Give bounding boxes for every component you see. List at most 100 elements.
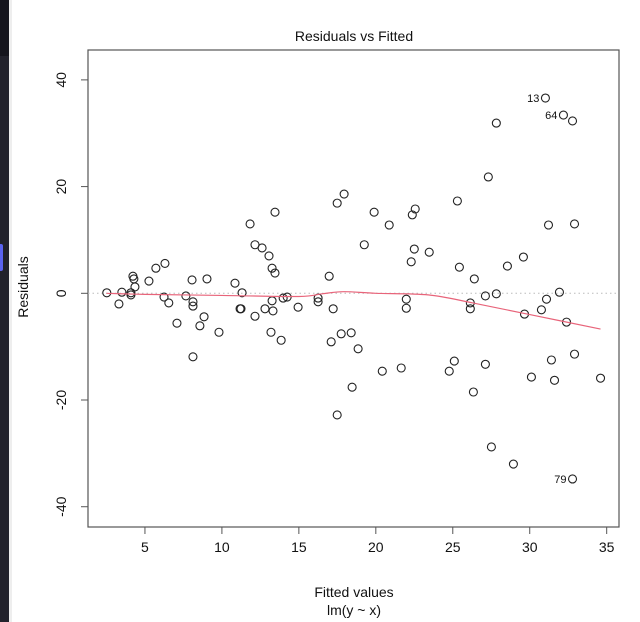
residual-point (159, 292, 169, 302)
residual-point (336, 329, 346, 339)
residual-point (293, 302, 303, 312)
residual-point (130, 282, 140, 292)
residual-point (569, 349, 580, 359)
residual-point (199, 312, 209, 322)
residual-point (172, 318, 182, 328)
residual-point (267, 296, 277, 306)
residual-point (278, 293, 288, 303)
residual-point (270, 207, 280, 217)
residual-point (569, 219, 580, 229)
residual-point (406, 257, 416, 267)
residual-point (401, 294, 411, 304)
residual-point (595, 373, 606, 383)
residual-point (144, 276, 154, 286)
residual-point (369, 207, 379, 217)
residual-point (410, 204, 420, 214)
residual-point (202, 274, 212, 284)
y-tick-label: 0 (53, 289, 69, 297)
residual-point (257, 243, 267, 253)
residual-point (359, 240, 369, 250)
residual-point (526, 372, 536, 382)
residual-point (558, 110, 568, 120)
residual-point (491, 118, 501, 128)
chart-title: Residuals vs Fitted (295, 28, 413, 44)
residual-point (346, 328, 356, 338)
y-tick-label: 20 (53, 179, 69, 195)
residual-point (126, 290, 136, 300)
residual-point (377, 366, 387, 376)
y-tick-label: -20 (53, 390, 69, 410)
residual-point (188, 297, 198, 307)
residual-point (469, 274, 479, 284)
residual-point (326, 337, 336, 347)
residual-point (401, 303, 411, 313)
residual-point (181, 291, 191, 301)
residual-point (353, 344, 363, 354)
x-tick-label: 30 (522, 539, 538, 555)
residual-point (465, 304, 475, 314)
residual-point (536, 305, 546, 315)
smooth-trend-line (106, 291, 601, 330)
residual-point (554, 287, 564, 297)
residual-point (260, 304, 270, 314)
residual-point (396, 363, 406, 373)
residual-point (324, 271, 334, 281)
residual-point (347, 382, 357, 392)
residual-point (188, 352, 198, 362)
residual-point (518, 252, 528, 262)
residual-point (546, 355, 556, 365)
residual-point (250, 311, 260, 321)
residual-point (549, 375, 560, 385)
residual-point (267, 263, 277, 273)
residual-point (195, 321, 205, 331)
residual-point (117, 287, 127, 297)
x-tick-label: 10 (214, 539, 230, 555)
residual-point (508, 459, 518, 469)
residual-point (480, 291, 490, 301)
residual-point (332, 410, 342, 420)
y-tick-label: -40 (53, 496, 69, 516)
residual-point (543, 220, 554, 230)
app-sidebar-header (0, 0, 9, 56)
residual-point (339, 189, 349, 199)
residual-point (332, 198, 342, 208)
x-tick-label: 5 (141, 539, 149, 555)
residual-point (384, 220, 394, 230)
outlier-label: 79 (554, 474, 566, 486)
residual-point (491, 289, 501, 299)
residual-point (328, 304, 338, 314)
outlier-label: 64 (545, 110, 557, 122)
residual-point (313, 297, 323, 307)
residual-point (480, 359, 490, 369)
residual-point (567, 116, 578, 126)
residual-point (452, 196, 462, 206)
residual-point (268, 306, 278, 316)
plot-frame (87, 49, 620, 528)
residual-point (237, 288, 247, 298)
residual-point (245, 219, 255, 229)
residual-point (540, 93, 550, 103)
residual-point (276, 335, 286, 345)
x-tick-label: 35 (599, 539, 615, 555)
x-tick-label: 25 (445, 539, 461, 555)
residual-point (114, 299, 124, 309)
residual-point (444, 366, 454, 376)
sidebar-active-indicator[interactable] (0, 244, 3, 271)
residual-point (483, 172, 493, 182)
residual-point (151, 263, 161, 273)
residual-point (230, 278, 240, 288)
residual-point (502, 261, 512, 271)
residual-point (214, 327, 224, 337)
residual-point (102, 288, 112, 298)
residual-point (164, 298, 174, 308)
residual-point (264, 251, 274, 261)
residual-point (160, 258, 170, 268)
residual-point (188, 301, 198, 311)
residual-point (407, 210, 417, 220)
residual-point (541, 294, 552, 304)
residual-point (187, 275, 197, 285)
residual-point (424, 247, 434, 257)
outlier-label: 13 (527, 93, 539, 105)
x-tick-label: 15 (291, 539, 307, 555)
residual-point (129, 274, 139, 284)
